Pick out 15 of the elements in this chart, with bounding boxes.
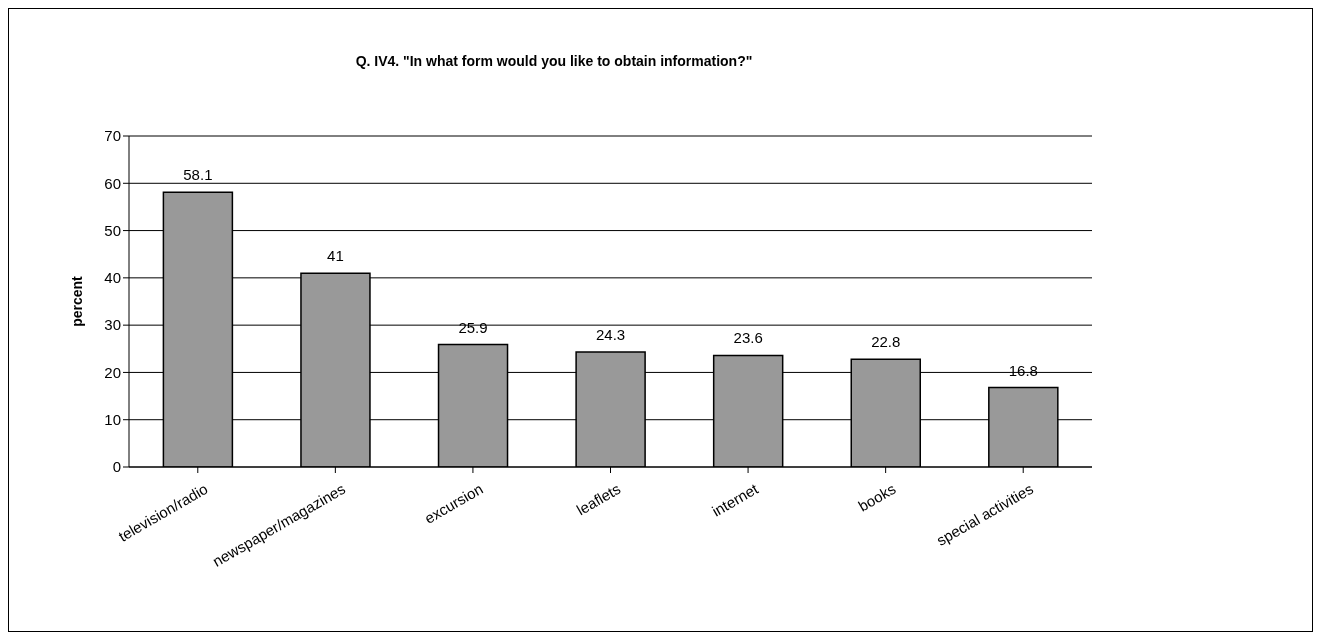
y-tick-label: 0 xyxy=(112,458,121,476)
y-axis-title: percent xyxy=(68,275,85,327)
y-tick-label: 10 xyxy=(104,411,121,429)
y-tick-label: 20 xyxy=(104,363,121,381)
data-label: 58.1 xyxy=(183,166,213,184)
y-tick-label: 50 xyxy=(104,221,121,239)
data-label: 24.3 xyxy=(596,326,626,344)
y-tick-label: 60 xyxy=(104,174,121,192)
y-tick-label: 40 xyxy=(104,269,121,287)
chart-title: Q. IV4. "In what form would you like to obtain information?" xyxy=(354,53,754,69)
data-label: 41 xyxy=(327,247,344,265)
data-label: 22.8 xyxy=(871,333,901,351)
y-tick-label: 30 xyxy=(104,316,121,334)
y-tick-label: 70 xyxy=(104,127,121,145)
data-label: 23.6 xyxy=(733,329,763,347)
